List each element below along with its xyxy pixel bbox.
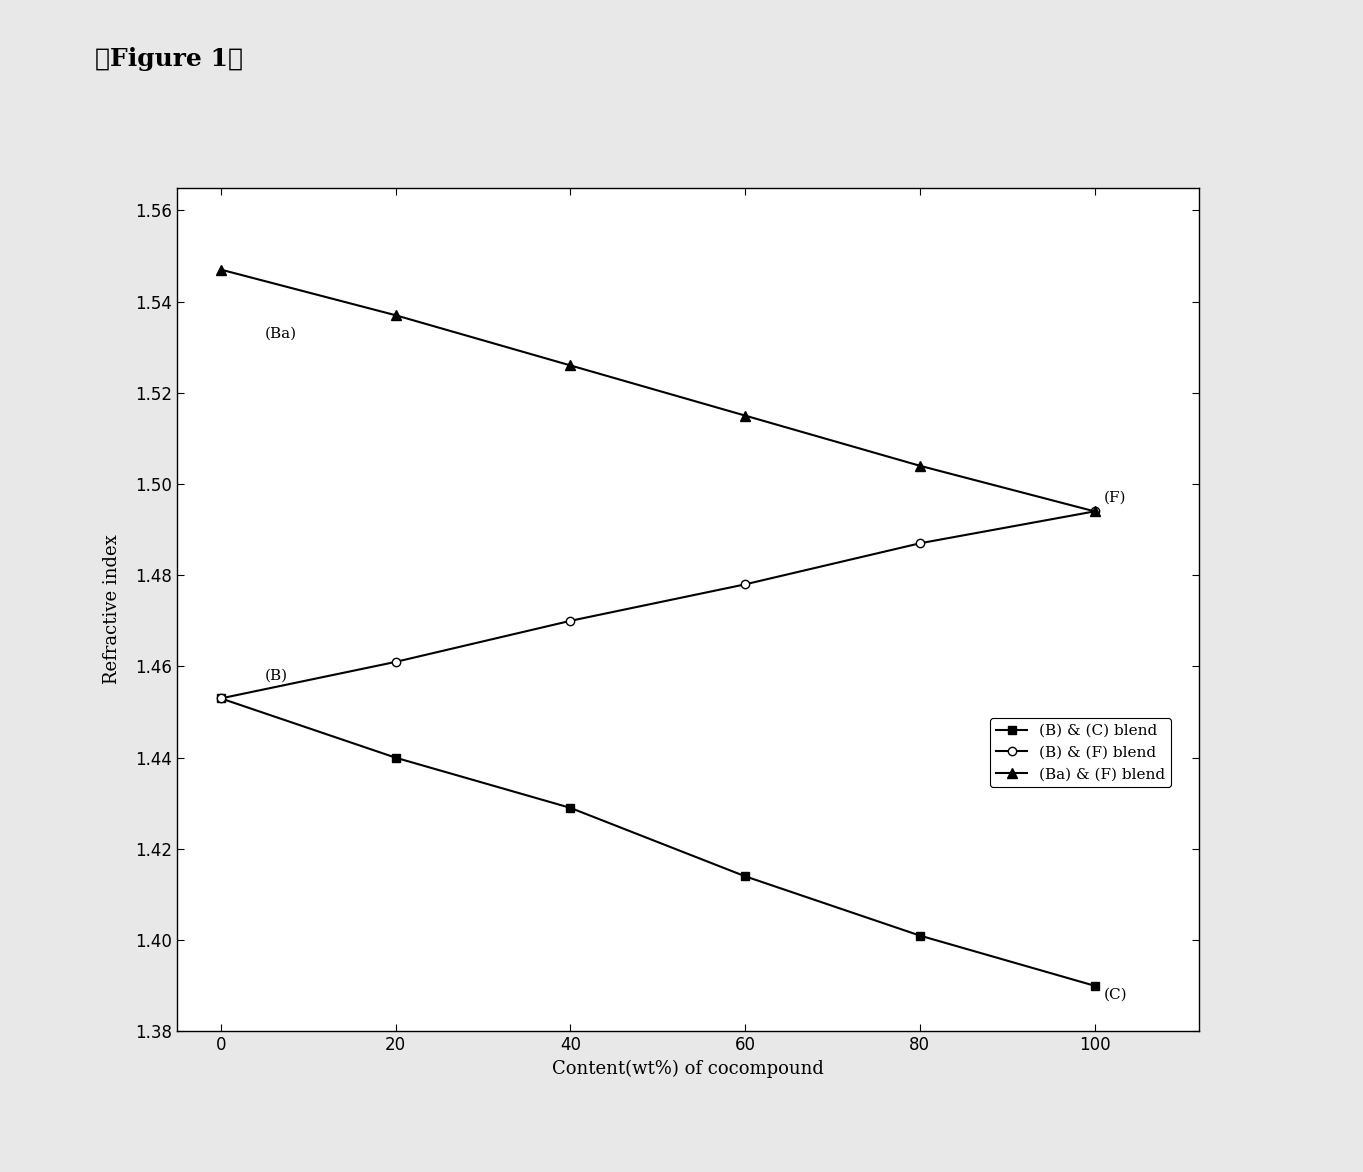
(Ba) & (F) blend <box>213 263 229 277</box>
Legend: (B) & (C) blend, (B) & (F) blend, (Ba) & (F) blend: (B) & (C) blend, (B) & (F) blend, (Ba) &… <box>991 718 1171 788</box>
Y-axis label: Refractive index: Refractive index <box>104 534 121 684</box>
(B) & (C) blend <box>1086 979 1103 993</box>
(Ba) & (F) blend <box>562 359 578 373</box>
Line: (B) & (F) blend: (B) & (F) blend <box>217 507 1099 702</box>
Text: 【Figure 1】: 【Figure 1】 <box>95 47 244 70</box>
(B) & (F) blend <box>737 578 754 592</box>
(Ba) & (F) blend <box>1086 504 1103 518</box>
(B) & (C) blend <box>737 870 754 884</box>
(Ba) & (F) blend <box>912 458 928 472</box>
(B) & (F) blend <box>1086 504 1103 518</box>
(B) & (F) blend <box>562 614 578 628</box>
Line: (B) & (C) blend: (B) & (C) blend <box>217 694 1099 990</box>
(B) & (F) blend <box>912 537 928 551</box>
Text: (Ba): (Ba) <box>264 327 297 341</box>
(B) & (C) blend <box>562 800 578 815</box>
(B) & (C) blend <box>912 928 928 942</box>
(Ba) & (F) blend <box>737 409 754 423</box>
Text: (C): (C) <box>1103 988 1127 1002</box>
Text: (F): (F) <box>1103 491 1126 505</box>
(B) & (C) blend <box>213 691 229 706</box>
(Ba) & (F) blend <box>387 308 403 322</box>
(B) & (F) blend <box>213 691 229 706</box>
Line: (Ba) & (F) blend: (Ba) & (F) blend <box>215 265 1100 516</box>
Text: (B): (B) <box>264 668 288 682</box>
(B) & (C) blend <box>387 750 403 764</box>
X-axis label: Content(wt%) of cocompound: Content(wt%) of cocompound <box>552 1059 825 1078</box>
(B) & (F) blend <box>387 655 403 669</box>
